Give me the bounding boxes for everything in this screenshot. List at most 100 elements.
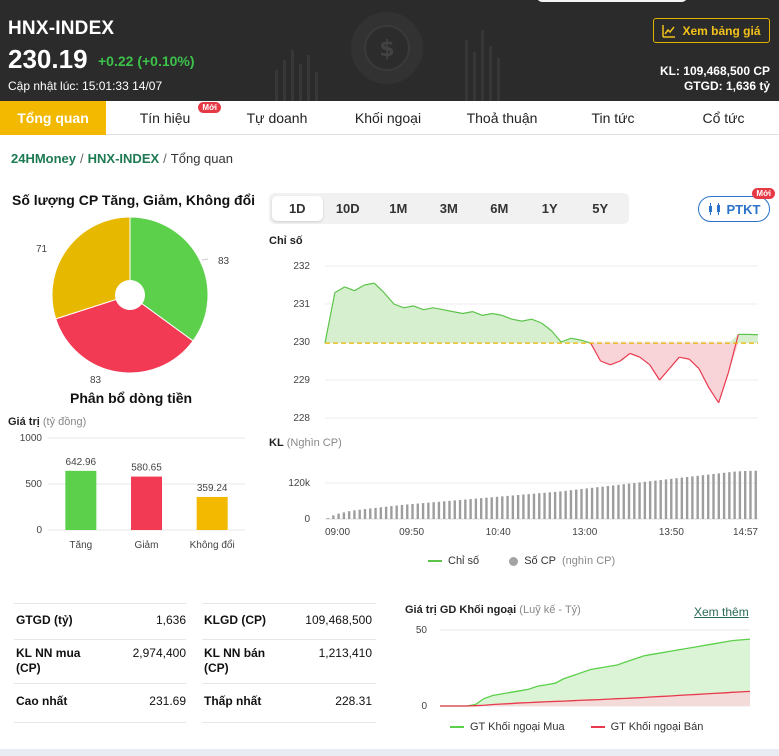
period-1d[interactable]: 1D — [272, 196, 323, 221]
volume-bar — [712, 474, 715, 519]
index-area-up — [325, 283, 758, 344]
period-1y[interactable]: 1Y — [541, 201, 558, 216]
candlestick-icon — [708, 203, 720, 215]
volume-bar — [553, 491, 557, 519]
volume-bar — [638, 482, 641, 519]
volume-unit: (Nghìn CP) — [286, 437, 342, 449]
search-bar-edge[interactable] — [537, 0, 687, 2]
volume-bar — [601, 486, 604, 519]
volume-bar — [728, 472, 731, 519]
pie-slice-Không đổi[interactable] — [51, 216, 131, 320]
index-line-segment — [639, 356, 651, 366]
tab-dividends[interactable]: Cổ tức — [668, 101, 779, 135]
volume-bar — [569, 490, 573, 519]
header-decoration: $ — [275, 12, 500, 101]
stat-low-value: 228.31 — [335, 694, 372, 708]
period-10d[interactable]: 10D — [335, 201, 360, 216]
update-time: Cập nhật lúc: 15:01:33 14/07 — [8, 79, 163, 93]
price-board-button[interactable]: Xem bảng giá — [653, 18, 770, 43]
ptkt-button[interactable]: PTKT Mới — [698, 188, 775, 222]
foreign-line-0 — [440, 638, 751, 707]
tab-signals[interactable]: Tín hiệu Mới — [106, 101, 224, 135]
volume-bar — [474, 498, 478, 519]
volume-bar — [353, 510, 356, 519]
tab-foreign[interactable]: Khối ngoại — [330, 101, 446, 135]
volume-bar — [596, 487, 599, 519]
foreign-title: Giá trị GD Khối ngoại (Luỹ kế - Tỷ) — [405, 604, 581, 616]
tab-proprietary[interactable]: Tự doanh — [224, 101, 330, 135]
index-line-segment — [708, 387, 720, 404]
flow-unit-note: (tỷ đồng) — [42, 416, 87, 428]
volume-bar — [369, 508, 372, 519]
volume-bar — [675, 478, 678, 519]
see-more-link[interactable]: Xem thêm — [694, 605, 749, 619]
volume-bar — [633, 483, 636, 519]
flow-bar-value-label: 580.65 — [131, 463, 162, 474]
period-1m[interactable]: 1M — [389, 201, 408, 216]
flow-bar-Tăng[interactable] — [65, 470, 97, 530]
volume-bar — [453, 500, 456, 519]
main-tabs: Tổng quan Tín hiệu Mới Tự doanh Khối ngo… — [0, 101, 779, 135]
foreign-line-1 — [440, 690, 751, 707]
tab-news[interactable]: Tin tức — [558, 101, 668, 135]
index-line-segment — [649, 364, 661, 381]
breadcrumb-index[interactable]: HNX-INDEX — [87, 151, 160, 166]
volume-label: KL — [269, 437, 284, 449]
pie-label-down: 83 — [90, 375, 102, 385]
tab-label: Cổ tức — [702, 110, 745, 126]
index-line-segment — [600, 360, 611, 366]
index-line-segment — [413, 305, 424, 311]
period-3m[interactable]: 3M — [439, 201, 458, 216]
flow-bar-Không đổi[interactable] — [196, 496, 228, 530]
money-flow-bar-chart: 0 500 1000 642.96 Tăng 580.65 Giảm 359.24 Không … — [20, 433, 245, 551]
period-5y[interactable]: 5Y — [592, 201, 609, 216]
volume-bar — [406, 504, 409, 519]
volume-bar — [754, 470, 757, 519]
index-line-segment — [433, 307, 444, 311]
intraday-volume-chart: 120k 0 09:00 09:50 10:40 13:00 13:50 14:57 — [288, 470, 758, 538]
ptkt-new-badge: Mới — [752, 188, 775, 199]
index-line-segment — [688, 358, 700, 370]
volume-bar — [707, 474, 710, 519]
volume-bar — [580, 489, 583, 519]
index-line-segment — [344, 286, 355, 292]
time-x-tick: 13:50 — [659, 527, 684, 538]
volume-bar — [648, 481, 652, 519]
pie-slice-Tăng[interactable] — [129, 216, 209, 342]
volume-bar — [427, 502, 430, 519]
volume-bar — [400, 504, 404, 519]
flow-bar-Giảm[interactable] — [131, 476, 162, 530]
volume-bar — [606, 486, 610, 519]
volume-bar — [384, 506, 388, 519]
total-value: GTGD: 1,636 tỷ — [683, 79, 770, 93]
stat-nn-buy-label: KL NN mua (CP) — [16, 646, 81, 675]
volume-bar — [479, 498, 483, 519]
time-x-tick: 09:00 — [325, 527, 350, 538]
index-legend-label: Chỉ số — [448, 555, 480, 567]
pie-slice-Giảm[interactable] — [55, 294, 194, 374]
tab-overview[interactable]: Tổng quan — [0, 101, 106, 135]
index-line-segment — [373, 282, 385, 294]
flow-unit-label: Giá trị — [8, 416, 40, 428]
volume-bar — [374, 507, 377, 519]
breadcrumb: 24HMoney / HNX-INDEX / Tổng quan — [11, 151, 233, 166]
total-volume: KL: 109,468,500 CP — [659, 64, 770, 78]
breadcrumb-home[interactable]: 24HMoney — [11, 151, 77, 166]
buy-legend-label: GT Khối ngoại Mua — [470, 721, 565, 733]
foreign-area-0 — [440, 639, 750, 706]
volume-bar — [664, 479, 668, 519]
volume-bar — [469, 499, 472, 519]
sell-legend-label: GT Khối ngoại Bán — [610, 721, 704, 733]
volume-bar — [627, 483, 631, 519]
volume-bar — [448, 500, 451, 519]
volume-bar — [458, 499, 462, 519]
volume-bar — [358, 509, 361, 519]
index-line-segment — [482, 312, 493, 316]
tab-negotiated[interactable]: Thoả thuận — [446, 101, 558, 135]
volume-bar — [590, 487, 594, 519]
volume-bar — [670, 478, 673, 519]
volume-bar — [506, 495, 509, 519]
index-legend-swatch — [428, 560, 442, 562]
volume-bar — [611, 485, 615, 519]
period-6m[interactable]: 6M — [490, 201, 509, 216]
